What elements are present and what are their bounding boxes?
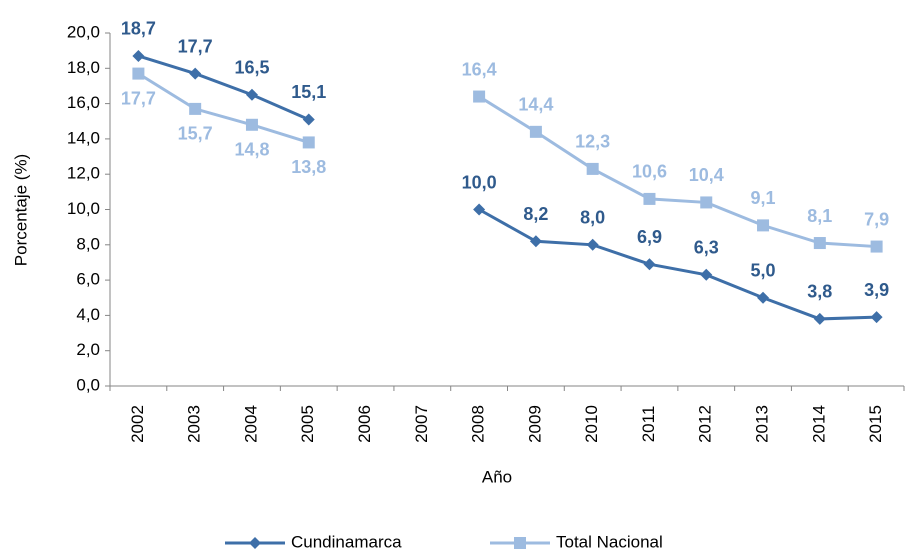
value-label: 18,7: [121, 19, 156, 39]
marker: [245, 118, 258, 131]
marker: [643, 192, 656, 205]
value-label: 15,7: [178, 124, 213, 144]
marker: [870, 240, 883, 253]
y-tick-label: 8,0: [76, 234, 100, 253]
y-tick-label: 4,0: [76, 305, 100, 324]
y-tick-label: 10,0: [67, 199, 100, 218]
legend-label: Cundinamarca: [291, 532, 402, 551]
x-tick-label: 2012: [696, 405, 715, 443]
marker: [473, 203, 486, 216]
x-tick-label: 2011: [639, 406, 658, 443]
x-tick-label: 2014: [809, 405, 828, 443]
marker: [586, 238, 599, 251]
marker: [132, 67, 145, 80]
value-label: 16,4: [462, 59, 497, 79]
x-tick-label: 2005: [298, 405, 317, 443]
y-tick-label: 6,0: [76, 270, 100, 289]
x-tick-label: 2006: [355, 405, 374, 443]
y-tick-label: 12,0: [67, 164, 100, 183]
marker: [132, 49, 145, 62]
marker: [586, 162, 599, 175]
marker: [757, 219, 770, 232]
y-tick-label: 14,0: [67, 128, 100, 147]
y-tick-label: 20,0: [67, 22, 100, 41]
x-tick-label: 2013: [753, 405, 772, 443]
value-label: 8,2: [523, 204, 548, 224]
value-label: 10,4: [689, 165, 724, 185]
value-label: 3,9: [864, 280, 889, 300]
marker: [870, 311, 883, 324]
series-line: [137, 54, 877, 321]
value-label: 3,8: [807, 282, 832, 302]
marker: [302, 136, 315, 149]
x-tick-label: 2010: [582, 405, 601, 443]
marker: [813, 237, 826, 250]
x-tick-label: 2009: [525, 405, 544, 443]
value-label: 14,8: [234, 140, 269, 160]
marker: [643, 258, 656, 271]
marker: [529, 235, 542, 248]
value-label: 10,0: [462, 172, 497, 192]
marker: [473, 90, 486, 103]
x-tick-label: 2008: [469, 405, 488, 443]
value-label: 10,6: [632, 162, 667, 182]
marker: [700, 268, 713, 281]
y-tick-label: 16,0: [67, 93, 100, 112]
value-label: 17,7: [178, 36, 213, 56]
marker: [757, 291, 770, 304]
marker: [249, 537, 261, 549]
value-label: 15,1: [291, 82, 326, 102]
value-label: 5,0: [751, 261, 776, 281]
marker: [813, 312, 826, 325]
value-label: 8,0: [580, 208, 605, 228]
value-label: 9,1: [751, 188, 776, 208]
series-line: [137, 72, 877, 249]
marker: [245, 88, 258, 101]
y-tick-label: 18,0: [67, 58, 100, 77]
marker: [189, 102, 202, 115]
marker: [302, 113, 315, 126]
y-tick-label: 0,0: [76, 375, 100, 394]
value-label: 7,9: [864, 209, 889, 229]
value-label: 6,3: [694, 238, 719, 258]
value-label: 13,8: [291, 157, 326, 177]
x-tick-label: 2015: [866, 405, 885, 443]
value-label: 8,1: [807, 206, 832, 226]
y-tick-label: 2,0: [76, 340, 100, 359]
value-label: 12,3: [575, 132, 610, 152]
y-axis-title: Porcentaje (%): [11, 154, 30, 266]
value-label: 16,5: [234, 58, 269, 78]
value-label: 17,7: [121, 88, 156, 108]
marker: [700, 196, 713, 209]
marker: [189, 67, 202, 80]
x-tick-label: 2002: [128, 405, 147, 443]
marker: [514, 537, 526, 549]
legend-label: Total Nacional: [556, 532, 663, 551]
value-label: 6,9: [637, 227, 662, 247]
x-axis-title: Año: [482, 467, 512, 486]
x-tick-label: 2003: [185, 405, 204, 443]
x-tick-label: 2007: [412, 405, 431, 443]
x-tick-label: 2004: [241, 405, 260, 443]
value-label: 14,4: [518, 95, 553, 115]
marker: [529, 125, 542, 138]
